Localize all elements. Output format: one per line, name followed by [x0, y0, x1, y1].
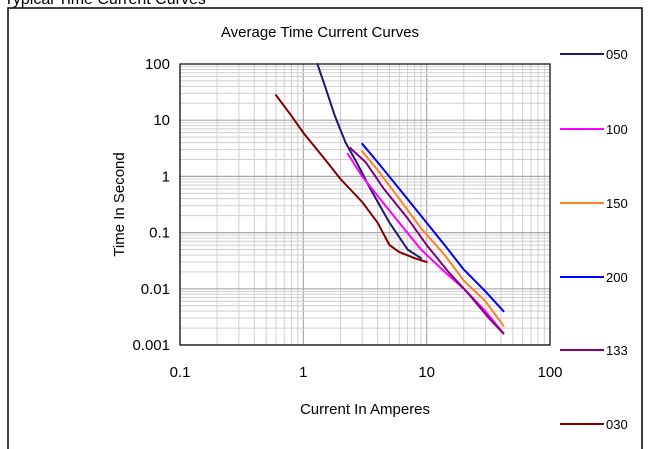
- series-line-200: [361, 142, 505, 313]
- grid-lines: [179, 64, 550, 346]
- series-line-133: [349, 147, 505, 335]
- legend-label-050: 050: [606, 47, 628, 62]
- legend-label-200: 200: [606, 270, 628, 285]
- y-tick-label: 10: [153, 112, 170, 129]
- header-fragment: Typical Time Current Curves: [4, 0, 206, 9]
- x-axis-title: Current In Amperes: [300, 401, 430, 418]
- y-axis-title: Time In Second: [111, 152, 128, 257]
- legend-label-133: 133: [606, 343, 628, 358]
- tick-labels: 0.1 1 10 100 100 10 1 0.1 0.01 0.001: [132, 56, 562, 381]
- series-line-050: [316, 63, 422, 260]
- x-tick-label: 1: [299, 364, 307, 381]
- series-layer: [275, 63, 505, 335]
- chart-title: Average Time Current Curves: [221, 24, 419, 41]
- chart-border: [7, 7, 643, 449]
- legend-label-100: 100: [606, 122, 628, 137]
- series-line-150: [361, 150, 505, 327]
- legend-label-150: 150: [606, 196, 628, 211]
- y-tick-label: 100: [145, 56, 170, 73]
- x-tick-label: 10: [418, 364, 435, 381]
- x-tick-label: 100: [537, 364, 562, 381]
- plot-area-frame: [179, 63, 551, 346]
- series-line-100: [346, 153, 505, 335]
- y-tick-label: 0.01: [141, 281, 170, 298]
- y-tick-label: 0.001: [132, 337, 170, 354]
- series-line-030: [275, 94, 428, 263]
- y-tick-label: 0.1: [149, 225, 170, 242]
- y-tick-label: 1: [162, 168, 170, 185]
- legend: 050 100 150 200 133 030: [560, 47, 628, 432]
- legend-label-030: 030: [606, 417, 628, 432]
- x-tick-label: 0.1: [170, 364, 191, 381]
